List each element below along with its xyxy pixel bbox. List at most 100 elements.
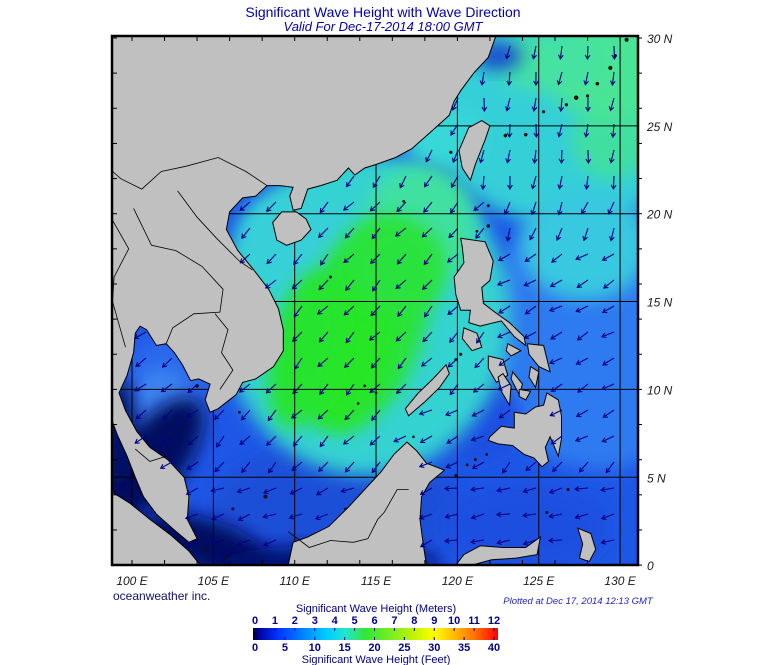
wave-arrow (419, 435, 433, 444)
wave-arrow (558, 149, 565, 165)
wave-arrow (239, 435, 251, 446)
legend-meter-tick: 6 (371, 615, 377, 627)
lon-tick-label: 115 E (361, 574, 392, 588)
island-dot (585, 94, 590, 98)
wave-arrow (397, 305, 407, 318)
wave-arrow (557, 45, 564, 60)
island-dot (231, 507, 235, 511)
wave-arrow (531, 97, 538, 112)
island-dot (363, 384, 367, 388)
wave-arrow (552, 461, 563, 472)
wave-arrow (318, 331, 329, 343)
wave-arrow (601, 435, 615, 443)
wave-arrow (423, 201, 433, 214)
wave-arrow (496, 487, 511, 493)
legend-title-meters: Significant Wave Height (Meters) (296, 603, 456, 615)
wave-arrow (533, 71, 539, 87)
wave-arrow (238, 383, 251, 393)
wave-arrow (371, 461, 381, 474)
wave-arrow (371, 409, 381, 422)
wave-arrow (316, 305, 329, 315)
wave-arrow (525, 461, 537, 472)
island-dot (449, 150, 453, 154)
lat-tick-label: 15 N (647, 296, 673, 310)
wave-arrow (317, 409, 329, 420)
wave-arrow (583, 71, 589, 86)
wave-arrow (574, 486, 589, 492)
wave-arrow (216, 435, 225, 448)
wave-arrow (550, 383, 563, 392)
wave-arrow (241, 227, 251, 240)
wave-arrow (445, 409, 459, 417)
wave-arrow (530, 201, 537, 216)
credit: oceanweather inc. (113, 589, 210, 603)
wave-arrow (549, 409, 563, 417)
wave-arrow (396, 253, 407, 265)
wave-arrow (267, 409, 277, 422)
wave-arrow (522, 487, 537, 494)
wave-arrow (446, 435, 459, 444)
legend-feet-tick: 30 (428, 642, 440, 654)
wave-arrow (504, 45, 511, 60)
wave-arrow (266, 435, 277, 446)
wave-arrow (319, 201, 329, 214)
wave-arrow (448, 227, 459, 239)
wave-arrow (162, 409, 173, 421)
wave-arrow (241, 461, 251, 474)
legend-feet-tick: 10 (309, 642, 321, 654)
lon-tick-label: 100 E (116, 574, 148, 588)
wave-arrow (531, 45, 537, 60)
wave-arrow (574, 435, 589, 443)
wave-arrow (211, 513, 225, 521)
wave-arrow (290, 409, 303, 419)
wave-arrow (265, 383, 277, 394)
island-dot (224, 556, 228, 560)
legend-meter-tick: 0 (252, 615, 258, 627)
wave-arrow (610, 175, 617, 191)
land-mass (287, 441, 446, 565)
wave-arrow (530, 175, 537, 190)
wave-arrow (471, 409, 485, 417)
wave-arrow (369, 201, 381, 212)
wave-arrow (159, 461, 173, 470)
island-dot (412, 435, 415, 439)
wave-arrow (497, 331, 511, 339)
wave-arrow (575, 305, 589, 313)
wave-arrow (451, 149, 459, 164)
wave-arrow (496, 539, 511, 546)
country-border (135, 448, 167, 462)
wave-arrow (319, 435, 329, 448)
wave-arrow (450, 175, 459, 189)
chart-subtitle: Valid For Dec-17-2014 18:00 GMT (284, 19, 484, 34)
wave-arrow (496, 279, 511, 287)
wave-arrow (506, 123, 513, 139)
lon-tick-label: 105 E (198, 574, 230, 588)
wave-arrow (447, 305, 459, 316)
island-dot (356, 402, 360, 405)
legend-meter-tick: 9 (431, 615, 437, 627)
wave-arrow (420, 357, 433, 367)
wave-arrow (523, 331, 537, 339)
wave-arrow (289, 487, 303, 495)
wave-arrow (344, 227, 355, 239)
island-dot (486, 224, 491, 228)
wave-arrow (318, 227, 329, 238)
land-mass (453, 237, 527, 347)
wave-arrow (161, 357, 173, 368)
wave-arrow (369, 435, 381, 446)
wave-arrow (342, 435, 355, 445)
wave-arrow (581, 201, 589, 215)
wave-arrow (160, 383, 173, 393)
sea-blob (493, 36, 603, 90)
axis-labels: 100 E 105 E 110 E 115 E 120 E 125 E 130 E 30 N 2… (116, 32, 672, 588)
wave-arrow (576, 279, 589, 288)
land-mass (487, 392, 562, 468)
map-frame (110, 34, 640, 567)
wave-arrow (371, 227, 381, 240)
wave-arrow (531, 149, 538, 164)
lat-tick-label: 25 N (646, 120, 673, 134)
wave-arrow (395, 279, 407, 290)
wave-arrow (475, 227, 485, 240)
wave-arrow (418, 513, 433, 520)
